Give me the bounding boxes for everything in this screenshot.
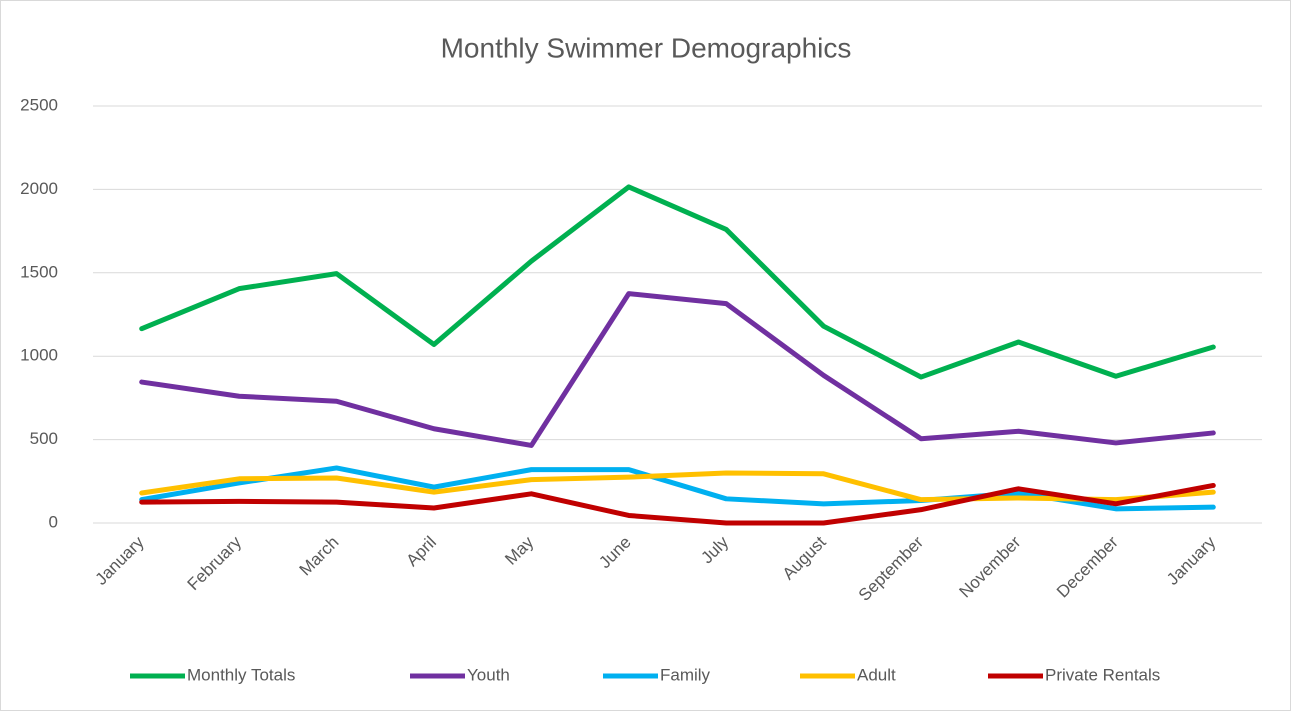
- legend-label: Family: [660, 665, 711, 684]
- chart-title: Monthly Swimmer Demographics: [441, 32, 852, 63]
- series-line: [139, 184, 1216, 380]
- y-tick-label: 2500: [20, 95, 58, 114]
- series-line: [139, 470, 1216, 503]
- series-line: [139, 465, 1216, 512]
- y-tick-label: 0: [49, 512, 58, 531]
- series-line: [139, 482, 1216, 526]
- legend-label: Private Rentals: [1045, 665, 1160, 684]
- legend-label: Youth: [467, 665, 510, 684]
- legend-label: Monthly Totals: [187, 665, 295, 684]
- y-tick-label: 2000: [20, 179, 58, 198]
- y-tick-label: 500: [30, 429, 58, 448]
- series-line: [139, 291, 1216, 448]
- y-tick-label: 1500: [20, 262, 58, 281]
- y-tick-label: 1000: [20, 346, 58, 365]
- legend-label: Adult: [857, 665, 896, 684]
